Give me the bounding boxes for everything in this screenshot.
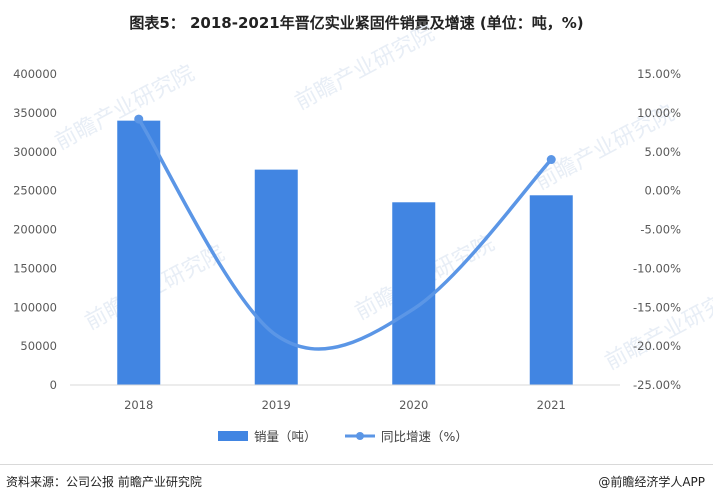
footer-divider [0, 464, 713, 465]
bar [529, 195, 573, 385]
y-left-tick-label: 350000 [13, 106, 57, 120]
y-left-tick-label: 400000 [13, 67, 57, 81]
x-tick-label: 2018 [124, 398, 153, 412]
source-note: 资料来源：公司公报 前瞻产业研究院 [6, 475, 202, 489]
chart-title: 图表5： 2018-2021年晋亿实业紧固件销量及增速 (单位：吨，%) [129, 14, 584, 32]
axes-layer: 0 50000 100000 150000 200000 250000 300000 3500… [13, 67, 681, 412]
legend: 销量（吨） 同比增速（%） [218, 429, 468, 444]
y-left-tick-label: 200000 [13, 223, 57, 237]
x-tick-label: 2019 [262, 398, 291, 412]
y-left-tick-label: 0 [50, 378, 57, 392]
x-tick-label: 2021 [537, 398, 566, 412]
y-right-tick-label: 15.00% [637, 67, 681, 81]
y-right-tick-label: 5.00% [644, 145, 681, 159]
growth-line [137, 117, 553, 351]
y-left-tick-label: 250000 [13, 184, 57, 198]
bar [117, 120, 161, 386]
y-left-tick-label: 150000 [13, 261, 57, 275]
growth-point [546, 155, 556, 165]
y-right-tick-label: -20.00% [633, 339, 681, 353]
x-tick-label: 2020 [399, 398, 428, 412]
y-left-tick-label: 300000 [13, 145, 57, 159]
legend-line-label: 同比增速（%） [381, 429, 468, 444]
legend-bar-label: 销量（吨） [254, 429, 317, 444]
y-right-tick-label: 0.00% [644, 184, 681, 198]
legend-bar-swatch [218, 431, 248, 441]
y-right-tick-label: -5.00% [640, 223, 681, 237]
y-right-tick-label: 10.00% [637, 106, 681, 120]
y-left-tick-label: 50000 [20, 339, 57, 353]
y-left-tick-label: 100000 [13, 300, 57, 314]
growth-point [134, 114, 144, 124]
line-layer [134, 114, 556, 351]
bar [392, 202, 436, 385]
legend-line-marker [356, 432, 364, 440]
y-right-tick-label: -10.00% [633, 261, 681, 275]
brand-label: @前瞻经济学人APP [598, 475, 705, 489]
bars-layer [117, 120, 573, 386]
y-right-tick-label: -15.00% [633, 300, 681, 314]
y-right-tick-label: -25.00% [633, 378, 681, 392]
bar [254, 169, 298, 385]
watermark-text: 前瞻产业研究院 [291, 21, 439, 115]
watermark-text: 前瞻产业研究院 [601, 281, 713, 375]
